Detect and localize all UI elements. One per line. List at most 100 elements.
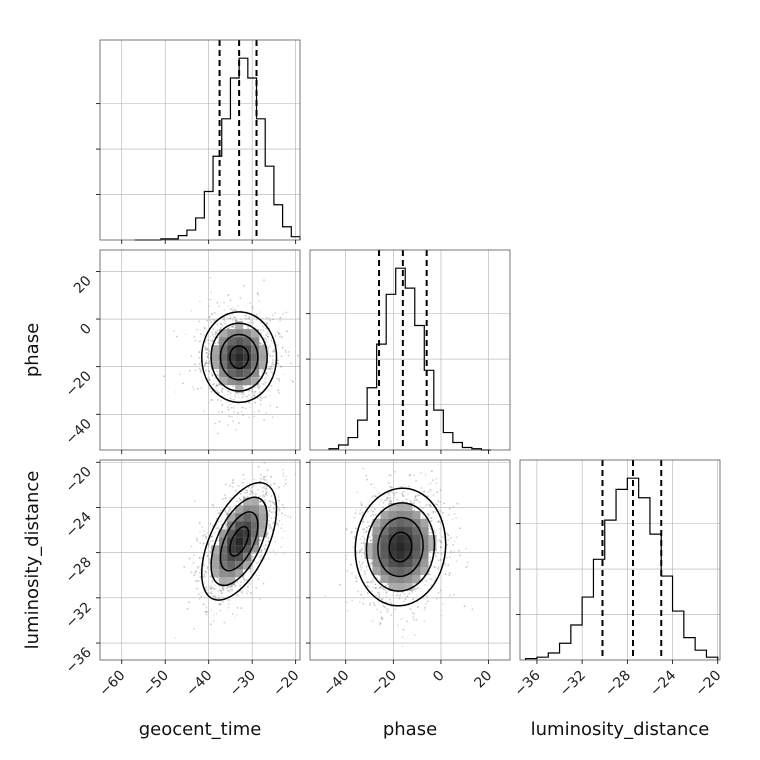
scatter-point — [208, 316, 211, 319]
scatter-point — [355, 508, 358, 511]
scatter-point — [210, 312, 213, 315]
density-cell — [420, 519, 429, 528]
scatter-point — [230, 590, 233, 593]
scatter-point — [203, 573, 206, 576]
scatter-point — [231, 613, 234, 615]
scatter-point — [281, 347, 284, 350]
scatter-point — [443, 562, 446, 565]
density-cell — [227, 545, 236, 554]
scatter-point — [376, 608, 379, 611]
scatter-point — [250, 490, 253, 493]
scatter-point — [259, 396, 262, 399]
scatter-point — [233, 410, 235, 413]
x-tick-label-1-2: 0 — [430, 668, 448, 686]
density-cell — [219, 545, 228, 554]
scatter-point — [227, 424, 230, 426]
scatter-point — [369, 539, 372, 542]
density-cell — [396, 583, 405, 592]
x-tick-label-2-4: −20 — [692, 668, 724, 700]
scatter-point — [216, 336, 219, 339]
scatter-point — [401, 591, 404, 594]
scatter-point — [217, 578, 220, 581]
scatter-point — [209, 587, 212, 590]
scatter-point — [214, 422, 217, 425]
scatter-point — [362, 520, 365, 523]
scatter-point — [265, 487, 268, 490]
density-cell — [235, 545, 244, 554]
scatter-point — [219, 589, 222, 592]
scatter-point — [439, 539, 442, 542]
scatter-point — [438, 539, 441, 541]
scatter-point — [216, 374, 218, 376]
scatter-point — [265, 333, 268, 336]
scatter-point — [182, 382, 184, 385]
scatter-point — [406, 620, 409, 623]
scatter-point — [229, 397, 232, 400]
scatter-point — [206, 531, 209, 534]
scatter-point — [255, 318, 258, 321]
scatter-point — [266, 367, 269, 370]
density-cell — [259, 361, 268, 370]
scatter-point — [277, 496, 280, 499]
scatter-point — [449, 556, 451, 559]
scatter-point — [212, 335, 215, 338]
scatter-point — [439, 509, 441, 512]
scatter-point — [221, 404, 224, 406]
scatter-point — [231, 325, 234, 328]
density-cell — [372, 535, 381, 544]
density-cell — [420, 543, 429, 552]
scatter-point — [237, 484, 240, 487]
scatter-point — [176, 335, 178, 338]
scatter-point — [389, 598, 392, 601]
scatter-point — [447, 564, 450, 567]
scatter-point — [400, 485, 403, 488]
scatter-point — [193, 574, 196, 577]
scatter-point — [249, 487, 252, 490]
scatter-point — [214, 331, 217, 334]
y-tick-label-1-1: −20 — [63, 368, 95, 400]
scatter-point — [192, 388, 195, 391]
scatter-point — [386, 509, 388, 512]
scatter-point — [211, 318, 214, 321]
scatter-point — [221, 591, 224, 594]
scatter-point — [217, 382, 219, 385]
scatter-point — [259, 500, 262, 503]
scatter-point — [413, 474, 416, 477]
scatter-point — [270, 365, 273, 368]
scatter-point — [263, 476, 266, 478]
scatter-point — [432, 494, 435, 496]
scatter-point — [354, 575, 356, 577]
scatter-point — [237, 500, 239, 503]
scatter-point — [222, 587, 225, 590]
scatter-point — [258, 300, 261, 302]
scatter-point — [212, 328, 215, 330]
density-cell — [243, 561, 252, 570]
density-cell — [243, 377, 252, 386]
scatter-point — [251, 491, 254, 494]
scatter-point — [224, 497, 227, 500]
density-cell — [211, 561, 220, 570]
density-cell — [396, 559, 405, 568]
scatter-point — [261, 494, 264, 497]
scatter-point — [368, 525, 371, 528]
scatter-point — [240, 591, 243, 594]
scatter-point — [260, 473, 262, 476]
scatter-point — [204, 361, 207, 364]
scatter-point — [367, 585, 370, 588]
scatter-point — [260, 477, 262, 480]
scatter-point — [388, 482, 390, 484]
scatter-point — [243, 578, 245, 581]
scatter-point — [260, 399, 262, 402]
scatter-point — [435, 529, 438, 532]
scatter-point — [413, 490, 416, 493]
scatter-point — [406, 595, 409, 598]
contour-20-2 — [210, 496, 268, 587]
scatter-point — [393, 471, 396, 473]
scatter-point — [209, 319, 212, 322]
scatter-point — [208, 369, 211, 372]
density-cell — [388, 551, 397, 560]
scatter-point — [264, 544, 267, 546]
scatter-point — [435, 477, 438, 480]
scatter-point — [355, 580, 358, 583]
scatter-point — [200, 387, 203, 389]
